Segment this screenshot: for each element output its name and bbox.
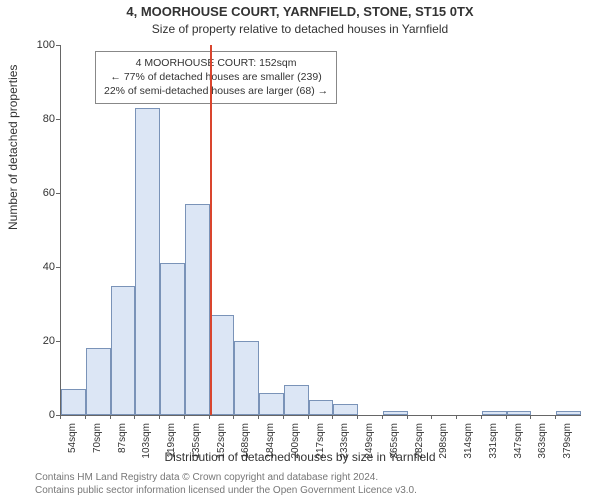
histogram-bar — [383, 411, 408, 415]
x-tick-label: 217sqm — [315, 423, 326, 468]
x-tick-mark — [209, 415, 210, 419]
histogram-bar — [111, 286, 136, 416]
histogram-bar — [259, 393, 284, 415]
x-tick-label: 168sqm — [240, 423, 251, 468]
histogram-bar — [284, 385, 309, 415]
x-tick-label: 135sqm — [191, 423, 202, 468]
histogram-bar — [507, 411, 532, 415]
y-axis-label: Number of detached properties — [6, 65, 20, 230]
x-tick-label: 331sqm — [488, 423, 499, 468]
x-tick-label: 200sqm — [290, 423, 301, 468]
x-tick-mark — [456, 415, 457, 419]
chart-container: 4, MOORHOUSE COURT, YARNFIELD, STONE, ST… — [0, 0, 600, 500]
x-tick-label: 265sqm — [389, 423, 400, 468]
x-tick-mark — [60, 415, 61, 419]
x-tick-label: 103sqm — [141, 423, 152, 468]
y-tick-mark — [56, 193, 60, 194]
x-tick-mark — [258, 415, 259, 419]
x-tick-mark — [85, 415, 86, 419]
x-tick-mark — [332, 415, 333, 419]
histogram-bar — [135, 108, 160, 415]
x-tick-mark — [481, 415, 482, 419]
x-tick-mark — [506, 415, 507, 419]
y-tick-mark — [56, 267, 60, 268]
x-tick-mark — [407, 415, 408, 419]
histogram-bar — [333, 404, 358, 415]
x-tick-mark — [283, 415, 284, 419]
x-tick-label: 119sqm — [166, 423, 177, 468]
x-tick-mark — [159, 415, 160, 419]
y-tick-label: 60 — [25, 187, 55, 199]
reference-line — [210, 45, 212, 415]
x-tick-label: 70sqm — [92, 423, 103, 468]
x-tick-label: 249sqm — [364, 423, 375, 468]
annotation-line3: 22% of semi-detached houses are larger (… — [104, 84, 328, 98]
footer-line1: Contains HM Land Registry data © Crown c… — [35, 472, 378, 483]
x-tick-label: 314sqm — [463, 423, 474, 468]
x-tick-label: 233sqm — [339, 423, 350, 468]
annotation-box: 4 MOORHOUSE COURT: 152sqm ← 77% of detac… — [95, 51, 337, 104]
histogram-bar — [234, 341, 259, 415]
histogram-bar — [210, 315, 235, 415]
x-tick-mark — [308, 415, 309, 419]
chart-subtitle: Size of property relative to detached ho… — [0, 22, 600, 36]
x-tick-mark — [382, 415, 383, 419]
x-tick-label: 347sqm — [513, 423, 524, 468]
x-tick-mark — [110, 415, 111, 419]
annotation-line1: 4 MOORHOUSE COURT: 152sqm — [104, 56, 328, 70]
x-tick-mark — [233, 415, 234, 419]
x-tick-mark — [357, 415, 358, 419]
x-tick-label: 184sqm — [265, 423, 276, 468]
x-tick-label: 54sqm — [67, 423, 78, 468]
x-tick-label: 152sqm — [216, 423, 227, 468]
plot-area: 4 MOORHOUSE COURT: 152sqm ← 77% of detac… — [60, 45, 581, 416]
histogram-bar — [86, 348, 111, 415]
x-tick-mark — [184, 415, 185, 419]
x-tick-label: 379sqm — [562, 423, 573, 468]
x-tick-label: 282sqm — [414, 423, 425, 468]
histogram-bar — [309, 400, 334, 415]
x-tick-mark — [555, 415, 556, 419]
x-tick-mark — [431, 415, 432, 419]
y-tick-label: 40 — [25, 261, 55, 273]
footer-line2: Contains public sector information licen… — [35, 485, 417, 496]
y-tick-label: 20 — [25, 335, 55, 347]
x-tick-mark — [134, 415, 135, 419]
chart-title-address: 4, MOORHOUSE COURT, YARNFIELD, STONE, ST… — [0, 4, 600, 19]
x-tick-label: 363sqm — [537, 423, 548, 468]
y-tick-mark — [56, 119, 60, 120]
x-tick-mark — [530, 415, 531, 419]
y-tick-label: 80 — [25, 113, 55, 125]
histogram-bar — [185, 204, 210, 415]
y-tick-mark — [56, 341, 60, 342]
histogram-bar — [482, 411, 507, 415]
annotation-line2: ← 77% of detached houses are smaller (23… — [104, 70, 328, 84]
y-tick-mark — [56, 45, 60, 46]
x-tick-label: 87sqm — [117, 423, 128, 468]
y-tick-label: 100 — [25, 39, 55, 51]
x-tick-label: 298sqm — [438, 423, 449, 468]
histogram-bar — [61, 389, 86, 415]
histogram-bar — [556, 411, 581, 415]
y-tick-label: 0 — [25, 409, 55, 421]
histogram-bar — [160, 263, 185, 415]
